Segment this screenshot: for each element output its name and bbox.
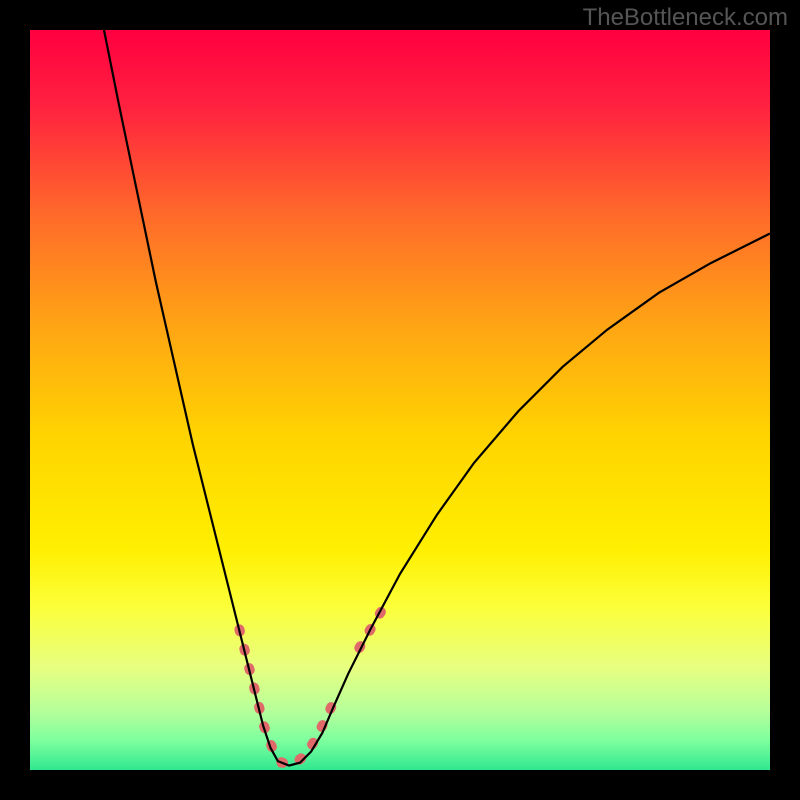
chart-frame: TheBottleneck.com	[0, 0, 800, 800]
plot-area	[30, 30, 770, 770]
bottleneck-curve	[104, 30, 770, 766]
highlight-segments	[239, 611, 381, 764]
highlight-segment	[239, 629, 336, 764]
curve-layer	[30, 30, 770, 770]
watermark-text: TheBottleneck.com	[583, 4, 788, 32]
